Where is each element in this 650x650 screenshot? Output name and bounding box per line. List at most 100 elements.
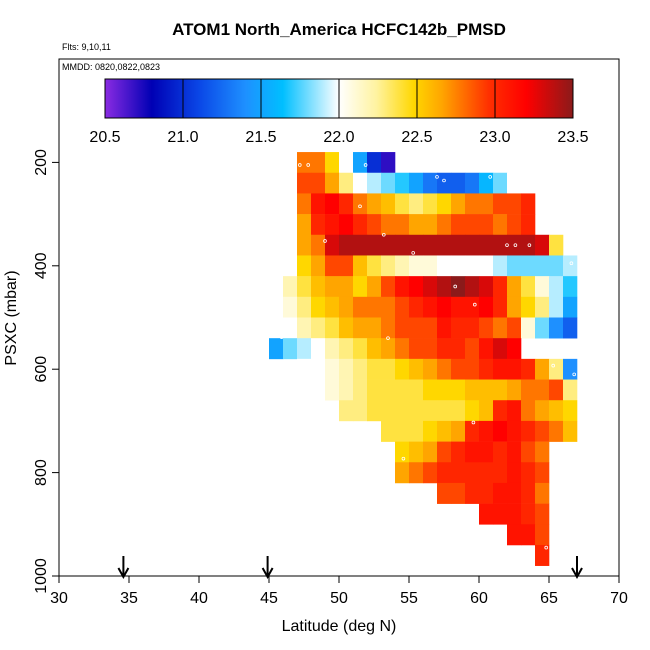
heatmap-cell [465,358,480,380]
heatmap-cell [437,441,452,463]
sample-point [297,163,302,167]
heatmap-cell [381,193,396,215]
heatmap-cell [409,214,424,236]
heatmap-cell [465,338,480,360]
heatmap-cell [395,255,410,277]
heatmap-cell [479,379,494,401]
sample-point [381,232,386,237]
heatmap-cell [381,338,396,360]
heatmap-cell [339,152,354,174]
heatmap-cell [437,482,452,504]
heatmap-cell [381,276,396,298]
heatmap-cell [451,296,466,318]
heatmap-cell [423,214,438,236]
heatmap-cell [521,503,536,525]
heatmap-cell [339,214,354,236]
heatmap-cell [535,317,550,339]
heatmap-cell [423,379,438,401]
heatmap-cell [451,441,466,463]
heatmap-cell [493,420,508,442]
heatmap-cell [367,214,382,236]
heatmap-cell [549,358,564,380]
heatmap-cell [521,462,536,484]
heatmap-cell [493,441,508,463]
heatmap-cell [465,193,480,215]
heatmap-cell [479,358,494,380]
heatmap-cell [465,462,480,484]
heatmap-cell [381,296,396,318]
heatmap-cell [493,379,508,401]
heatmap-cell [507,400,522,422]
heatmap-cell [395,193,410,215]
heatmap-cell [297,358,312,380]
sample-point [306,163,311,167]
heatmap-cell [507,338,522,360]
heatmap-cell [479,462,494,484]
heatmap-cell [437,296,452,318]
heatmap-cell [311,152,326,174]
heatmap-cell [395,358,410,380]
heatmap-cell [409,193,424,215]
heatmap-cell [521,317,536,339]
heatmap-cell [437,358,452,380]
heatmap-cell [437,172,452,194]
heatmap-cell [395,338,410,360]
heatmap-cell [395,400,410,422]
heatmap-cell [465,441,480,463]
heatmap-cell [311,338,326,360]
heatmap-cell [339,358,354,380]
heatmap-cell [493,400,508,422]
sample-point [471,420,476,425]
heatmap-cell [409,441,424,463]
heatmap-cell [535,400,550,422]
heatmap-cell [535,441,550,463]
heatmap-cell [493,255,508,277]
heatmap-cell [437,462,452,484]
heatmap-cell [409,400,424,422]
heatmap-cell [465,400,480,422]
heatmap-cell [563,420,578,442]
heatmap-cell [563,276,578,298]
heatmap-cell [563,317,578,339]
sample-point [363,163,368,167]
heatmap-cell [409,296,424,318]
heatmap-cell [339,276,354,298]
heatmap-cell [507,276,522,298]
heatmap-cell [479,420,494,442]
heatmap-cell [367,172,382,194]
sample-point [435,175,439,179]
heatmap-cell [353,296,368,318]
heatmap-cell [563,358,578,380]
heatmap-cell [479,234,494,256]
heatmap-cell [493,193,508,215]
heatmap-cell [353,276,368,298]
x-tick-label: 40 [190,590,208,607]
heatmap-cell [367,276,382,298]
heatmap-cell [451,462,466,484]
sample-points [279,163,576,550]
x-tick-label: 55 [400,590,418,607]
y-tick-label: 400 [33,252,50,279]
heatmap-cell [325,317,340,339]
heatmap-cell [409,276,424,298]
heatmap-cell [339,317,354,339]
heatmap-cell [423,441,438,463]
chart-title: ATOM1 North_America HCFC142b_PMSD [172,20,506,39]
heatmap-cell [521,379,536,401]
heatmap-cell [507,214,522,236]
heatmap-cell [507,441,522,463]
heatmap-cell [549,400,564,422]
heatmap-cell [381,172,396,194]
heatmap-cell [479,255,494,277]
heatmap-cell [563,400,578,422]
heatmap-cell [493,462,508,484]
heatmap-cell [437,317,452,339]
heatmap-cell [437,420,452,442]
heatmap-cell [409,420,424,442]
heatmap-cell [479,482,494,504]
heatmap-cell [535,524,550,546]
heatmap-cell [535,420,550,442]
heatmap-cell [437,338,452,360]
heatmap-cell [353,255,368,277]
heatmap-cell [423,234,438,256]
